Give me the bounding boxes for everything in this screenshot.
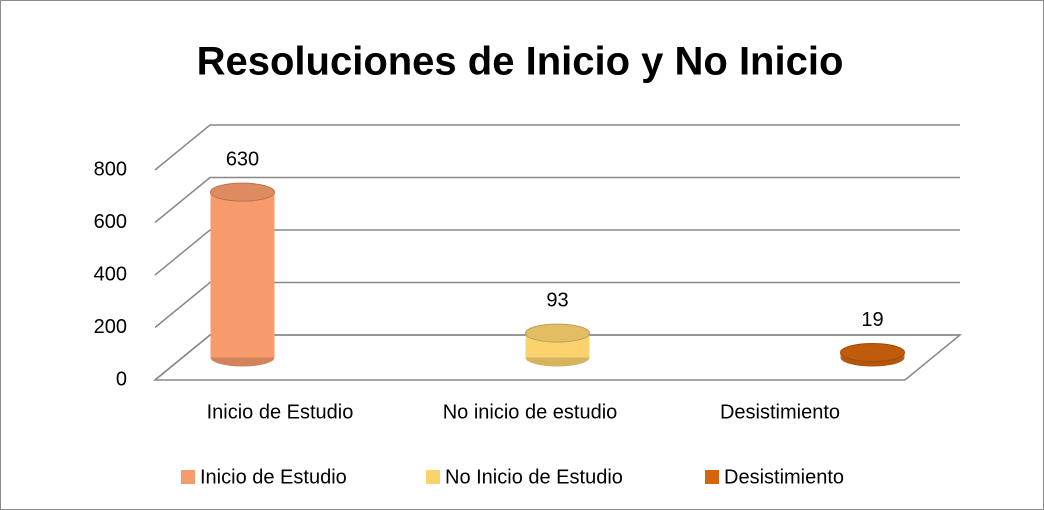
y-tick-label: 600 (94, 211, 127, 233)
y-tick-label: 200 (94, 316, 127, 338)
x-tick-label: No inicio de estudio (443, 401, 618, 423)
grid-line (154, 229, 960, 276)
legend-swatch (705, 470, 719, 484)
x-tick-label: Desistimiento (720, 401, 840, 423)
data-label: 93 (546, 289, 568, 311)
grid-line (154, 281, 960, 329)
grid-line (154, 124, 960, 171)
bar (840, 343, 905, 367)
data-label: 19 (861, 309, 883, 331)
bar (525, 323, 590, 367)
y-tick-label: 0 (116, 368, 127, 390)
legend-swatch (426, 470, 440, 484)
legend-label: Inicio de Estudio (200, 466, 347, 488)
chart-title: Resoluciones de Inicio y No Inicio (197, 40, 844, 84)
legend-label: No Inicio de Estudio (445, 466, 623, 488)
y-tick-label: 400 (94, 263, 127, 285)
x-tick-label: Inicio de Estudio (207, 401, 354, 423)
bar-body (210, 192, 275, 358)
bar (210, 182, 275, 367)
data-label: 630 (226, 148, 259, 170)
legend-swatch (181, 470, 195, 484)
grid-line (154, 176, 960, 224)
bar-top (840, 343, 905, 363)
bar-top (525, 323, 590, 343)
grid-line (154, 334, 960, 381)
y-tick-label: 800 (94, 158, 127, 180)
bar-top (210, 182, 275, 202)
legend-label: Desistimiento (724, 466, 844, 488)
